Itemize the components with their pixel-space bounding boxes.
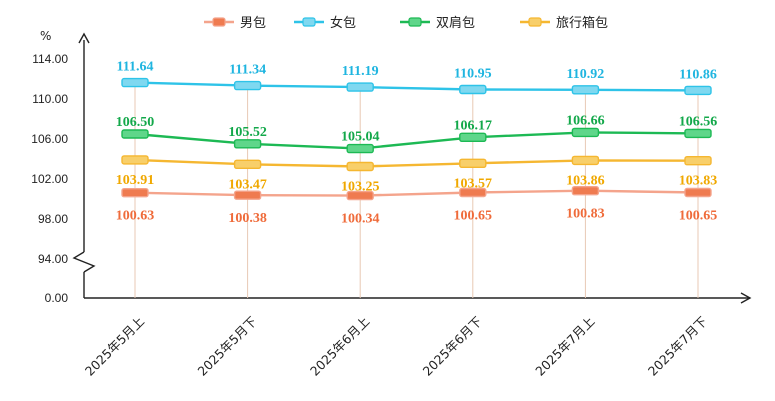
data-label: 100.34 — [341, 212, 380, 227]
legend-swatch-marker — [212, 17, 226, 27]
series-line — [134, 81, 699, 92]
series-marker — [571, 85, 600, 95]
series-marker — [346, 190, 374, 201]
series-marker — [571, 127, 600, 138]
data-label: 100.83 — [566, 207, 605, 222]
series-marker — [121, 77, 149, 88]
data-label: 111.19 — [342, 64, 379, 79]
series-marker — [684, 128, 712, 139]
legend-swatch-marker — [302, 17, 316, 27]
series-marker — [684, 155, 712, 166]
data-label: 100.63 — [116, 209, 155, 224]
axes — [72, 32, 752, 304]
legend-swatch-marker — [408, 17, 422, 27]
data-label: 110.86 — [679, 67, 717, 82]
x-category-label: 2025年7月上 — [532, 314, 597, 379]
data-label: 106.66 — [566, 113, 605, 128]
data-label: 105.52 — [228, 125, 267, 140]
data-label: 103.83 — [679, 174, 718, 189]
data-label: 106.17 — [454, 118, 493, 133]
series-marker — [233, 139, 262, 149]
series-marker — [121, 187, 149, 198]
data-label: 110.92 — [567, 67, 605, 82]
y-tick-label: 114.00 — [32, 52, 68, 66]
data-label: 103.57 — [454, 176, 493, 191]
data-label: 100.65 — [679, 209, 718, 224]
data-label: 106.56 — [679, 114, 718, 129]
x-category-labels: 2025年5月上 2025年5月下 2025年6月上 2025年6月下 2025年7月上… — [82, 314, 710, 379]
series-line — [134, 189, 699, 197]
legend: 男包 女包 双肩包 旅行箱包 — [204, 15, 608, 31]
series-marker — [233, 159, 262, 170]
series-marker — [684, 85, 712, 96]
series-marker — [233, 190, 262, 200]
series-marker — [459, 84, 487, 95]
series-marker — [459, 187, 487, 198]
data-label: 103.47 — [228, 177, 267, 192]
x-axis-arrow — [740, 292, 752, 304]
x-category-label: 2025年6月下 — [420, 314, 485, 379]
series-marker — [346, 143, 374, 154]
legend-label: 旅行箱包 — [556, 15, 608, 31]
y-tick-label: 98.00 — [38, 212, 68, 226]
legend-label: 女包 — [330, 15, 356, 31]
legend-swatch-marker — [528, 17, 542, 27]
series-lines — [134, 81, 699, 197]
series-marker — [233, 80, 262, 91]
y-tick-label: 0.00 — [45, 291, 69, 305]
y-axis-arrow — [78, 32, 90, 44]
x-category-label: 2025年7月下 — [645, 314, 710, 379]
data-label: 105.04 — [341, 130, 380, 145]
y-tick-labels: 0.00 94.00 98.00 102.00 106.00 110.00 114.00 — [31, 52, 68, 305]
y-tick-label: 110.00 — [32, 92, 68, 106]
data-label: 106.50 — [116, 115, 155, 130]
series-marker — [459, 132, 487, 143]
series-marker — [121, 129, 149, 139]
series-marker — [346, 82, 374, 92]
data-label: 100.38 — [228, 211, 267, 226]
y-axis-break-mark — [72, 251, 96, 273]
data-label: 103.25 — [341, 180, 380, 195]
series-marker — [346, 161, 374, 172]
data-label: 103.86 — [566, 173, 605, 188]
x-category-label: 2025年5月上 — [82, 314, 147, 379]
legend-label: 双肩包 — [436, 15, 475, 31]
x-category-label: 2025年6月上 — [307, 314, 372, 379]
x-category-label: 2025年5月下 — [194, 314, 259, 379]
y-tick-label: 94.00 — [38, 252, 68, 266]
y-axis-unit-label: % — [40, 29, 51, 43]
series-marker — [121, 155, 149, 165]
y-tick-label: 102.00 — [31, 172, 68, 186]
series-markers — [121, 77, 712, 201]
data-label: 100.65 — [454, 209, 493, 224]
series-line — [134, 131, 699, 150]
legend-label: 男包 — [240, 16, 266, 31]
data-label: 103.91 — [116, 173, 155, 188]
data-labels: 100.63 100.38 100.34 100.65 100.83 100.65 111.… — [116, 60, 718, 227]
series-marker — [684, 187, 712, 198]
data-label: 111.64 — [117, 60, 154, 75]
series-line — [134, 158, 699, 168]
y-tick-label: 106.00 — [31, 132, 68, 146]
series-marker — [571, 155, 600, 166]
data-label: 110.95 — [454, 67, 492, 82]
series-marker — [459, 158, 487, 169]
data-label: 111.34 — [229, 63, 266, 78]
series-marker — [571, 185, 600, 196]
